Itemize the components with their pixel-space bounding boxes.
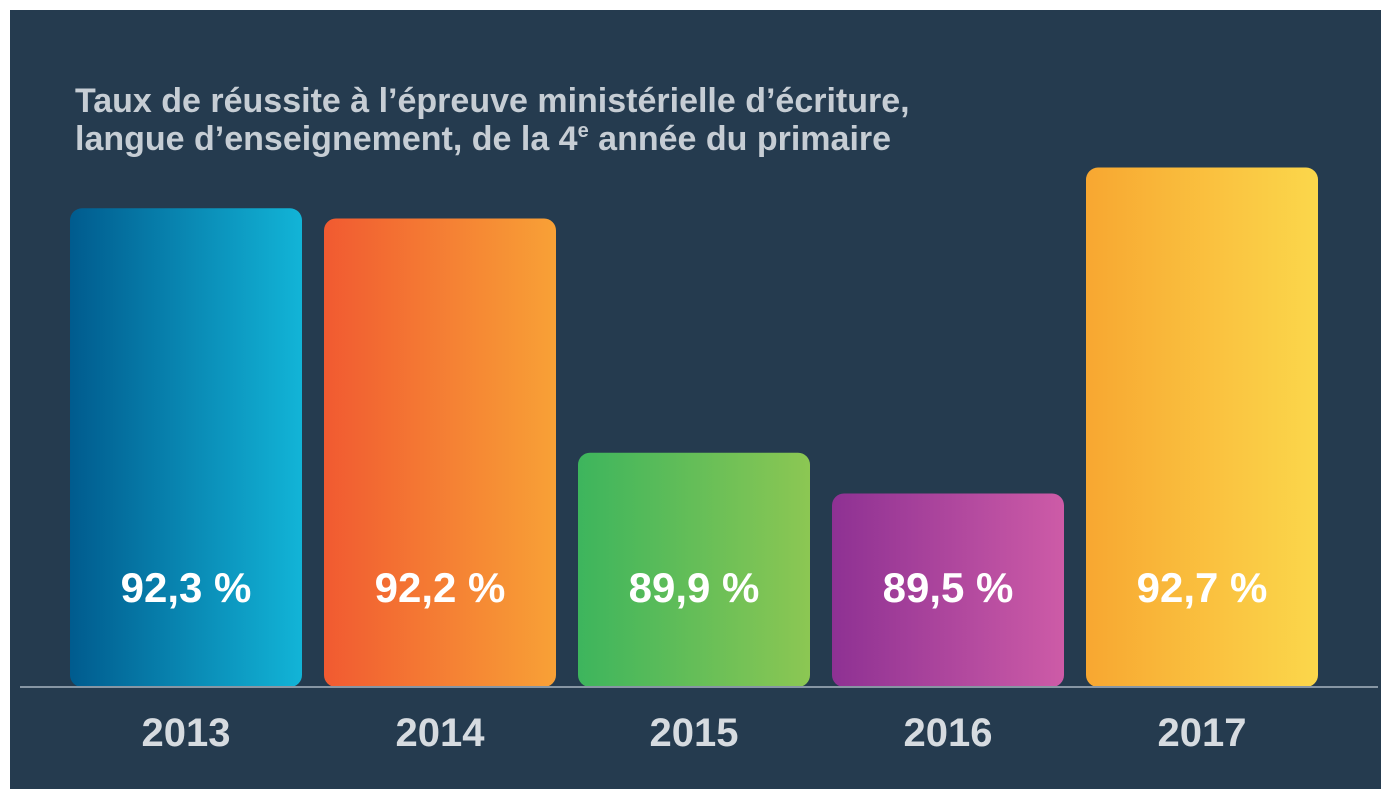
bar	[1086, 167, 1318, 688]
x-tick-label: 2015	[650, 711, 739, 755]
title-line: langue d’enseignement, de la 4	[75, 120, 578, 158]
x-tick-label: 2017	[1158, 711, 1247, 755]
bar	[324, 218, 556, 687]
bars: 92,3 % 2013 92,2 % 2014 89,9 % 2015 89,5 % 2016…	[70, 167, 1318, 755]
chart-title: langue d’enseignement, de la 4e année du…	[75, 120, 891, 158]
value-label: 89,9 %	[629, 564, 760, 611]
title-line: Taux de réussite à l’épreuve ministériel…	[75, 82, 910, 120]
title-line: année du primaire	[589, 120, 891, 158]
x-tick-label: 2016	[904, 711, 993, 755]
value-label: 89,5 %	[883, 564, 1014, 611]
x-tick-label: 2014	[396, 711, 486, 755]
value-label: 92,3 %	[121, 564, 252, 611]
value-label: 92,2 %	[375, 564, 506, 611]
bar	[70, 208, 302, 687]
bar	[578, 452, 810, 687]
x-tick-label: 2013	[142, 711, 231, 755]
bar	[832, 493, 1064, 687]
title-superscript: e	[578, 120, 589, 142]
value-label: 92,7 %	[1137, 564, 1268, 611]
chart-title: Taux de réussite à l’épreuve ministériel…	[75, 82, 910, 120]
